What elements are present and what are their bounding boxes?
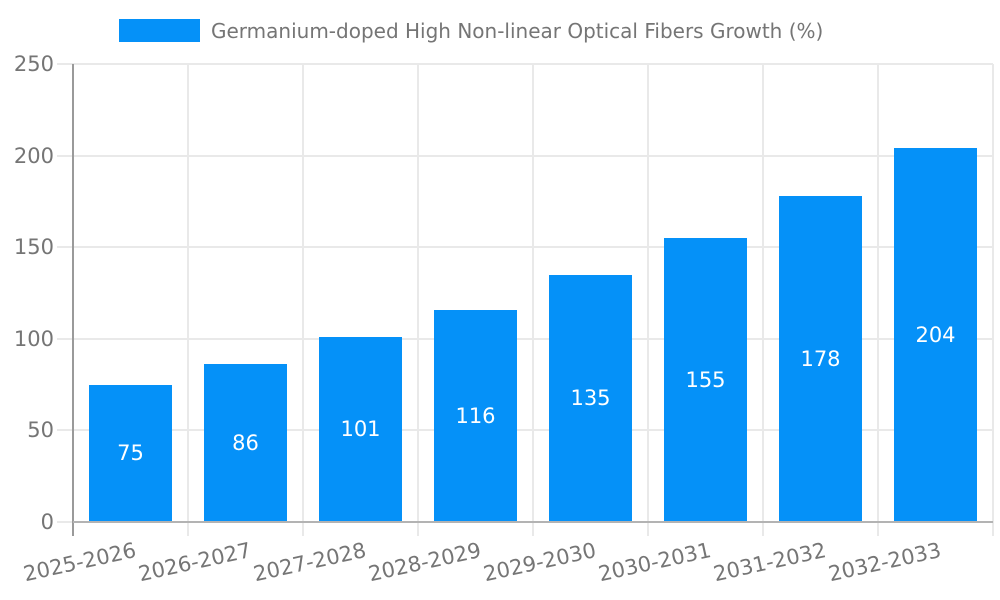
x-axis-tick: [187, 522, 189, 536]
bar[interactable]: 116: [434, 309, 517, 522]
x-axis-tick: [417, 522, 419, 536]
bar[interactable]: 178: [779, 195, 862, 522]
bar[interactable]: 101: [319, 336, 402, 522]
legend-swatch-icon: [119, 19, 200, 42]
vertical-gridline: [302, 64, 304, 522]
x-axis-tick: [762, 522, 764, 536]
x-axis-tick: [532, 522, 534, 536]
y-axis-line: [72, 64, 74, 536]
bar[interactable]: 86: [204, 364, 287, 522]
vertical-gridline: [762, 64, 764, 522]
bar-value-label: 101: [340, 417, 381, 442]
bar[interactable]: 135: [549, 274, 632, 522]
bar[interactable]: 75: [89, 384, 172, 522]
bar-value-label: 178: [800, 346, 841, 371]
legend-label: Germanium-doped High Non-linear Optical …: [211, 18, 824, 43]
y-axis-tick-label: 0: [40, 510, 54, 534]
y-axis-tick: [57, 337, 73, 340]
x-axis-baseline: [73, 521, 993, 523]
bar-value-label: 116: [455, 403, 496, 428]
bar[interactable]: 155: [664, 238, 747, 522]
y-axis-tick: [57, 521, 73, 523]
y-axis-tick: [57, 246, 73, 249]
y-axis-tick: [57, 63, 73, 65]
bar-value-label: 135: [570, 386, 611, 411]
y-axis-tick-label: 150: [13, 235, 54, 260]
y-axis-tick-label: 250: [13, 52, 54, 76]
vertical-gridline: [992, 64, 994, 522]
y-axis-tick: [57, 154, 73, 157]
x-axis-tick: [302, 522, 304, 536]
x-axis-tick: [647, 522, 649, 536]
vertical-gridline: [647, 64, 649, 522]
bar[interactable]: 204: [894, 148, 977, 522]
y-axis-tick: [57, 429, 73, 432]
plot-area: 75 86 101 116 135 155 178 204: [73, 63, 994, 522]
vertical-gridline: [877, 64, 879, 522]
bar-value-label: 86: [232, 431, 259, 456]
bar-value-label: 75: [117, 441, 144, 466]
x-axis-tick: [877, 522, 879, 536]
bar-value-label: 204: [915, 323, 956, 348]
vertical-gridline: [532, 64, 534, 522]
chart-legend: Germanium-doped High Non-linear Optical …: [119, 18, 824, 43]
x-axis-tick: [992, 522, 994, 536]
bar-value-label: 155: [685, 368, 726, 393]
y-axis-tick-label: 50: [27, 418, 54, 443]
vertical-gridline: [417, 64, 419, 522]
vertical-gridline: [187, 64, 189, 522]
y-axis-tick-label: 100: [13, 326, 54, 351]
y-axis-tick-label: 200: [13, 143, 54, 168]
